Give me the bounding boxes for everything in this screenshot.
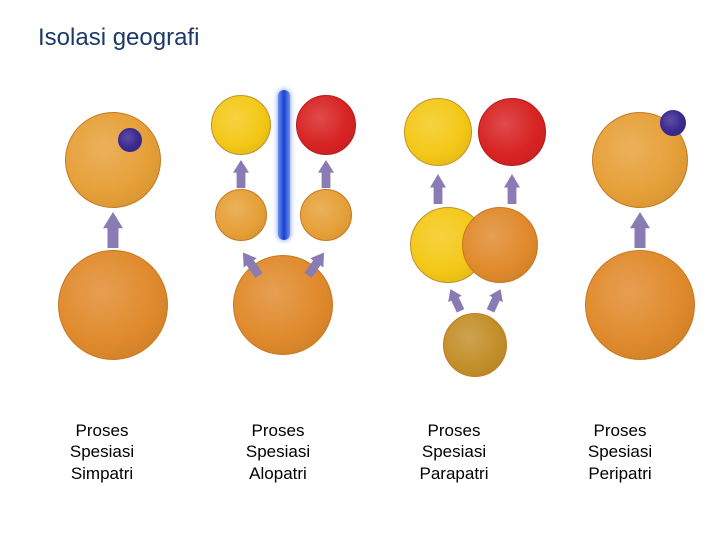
arrow-icon <box>318 160 334 188</box>
arrow-icon <box>103 212 123 248</box>
panel-label-simpatri: Proses Spesiasi Simpatri <box>42 420 162 484</box>
circle <box>211 95 271 155</box>
panel-label-peripatri: Proses Spesiasi Peripatri <box>560 420 680 484</box>
circle <box>478 98 546 166</box>
labels-row: Proses Spesiasi Simpatri Proses Spesiasi … <box>0 420 720 500</box>
arrow-icon <box>484 286 508 314</box>
circle <box>462 207 538 283</box>
panel-simpatri <box>48 90 178 390</box>
circle <box>443 313 507 377</box>
panel-parapatri <box>390 90 560 390</box>
circle <box>660 110 686 136</box>
barrier <box>278 90 290 240</box>
arrow-icon <box>630 212 650 248</box>
circle <box>404 98 472 166</box>
arrow-icon <box>430 174 446 204</box>
panel-label-parapatri: Proses Spesiasi Parapatri <box>394 420 514 484</box>
circle <box>585 250 695 360</box>
diagram-area <box>30 90 690 390</box>
circle <box>58 250 168 360</box>
panel-peripatri <box>578 90 708 390</box>
panel-label-alopatri: Proses Spesiasi Alopatri <box>218 420 338 484</box>
circle <box>118 128 142 152</box>
arrow-icon <box>444 286 468 314</box>
circle <box>65 112 161 208</box>
panel-alopatri <box>198 90 368 390</box>
arrow-icon <box>504 174 520 204</box>
page-title: Isolasi geografi <box>38 24 199 52</box>
circle <box>215 189 267 241</box>
circle <box>296 95 356 155</box>
arrow-icon <box>233 160 249 188</box>
circle <box>300 189 352 241</box>
